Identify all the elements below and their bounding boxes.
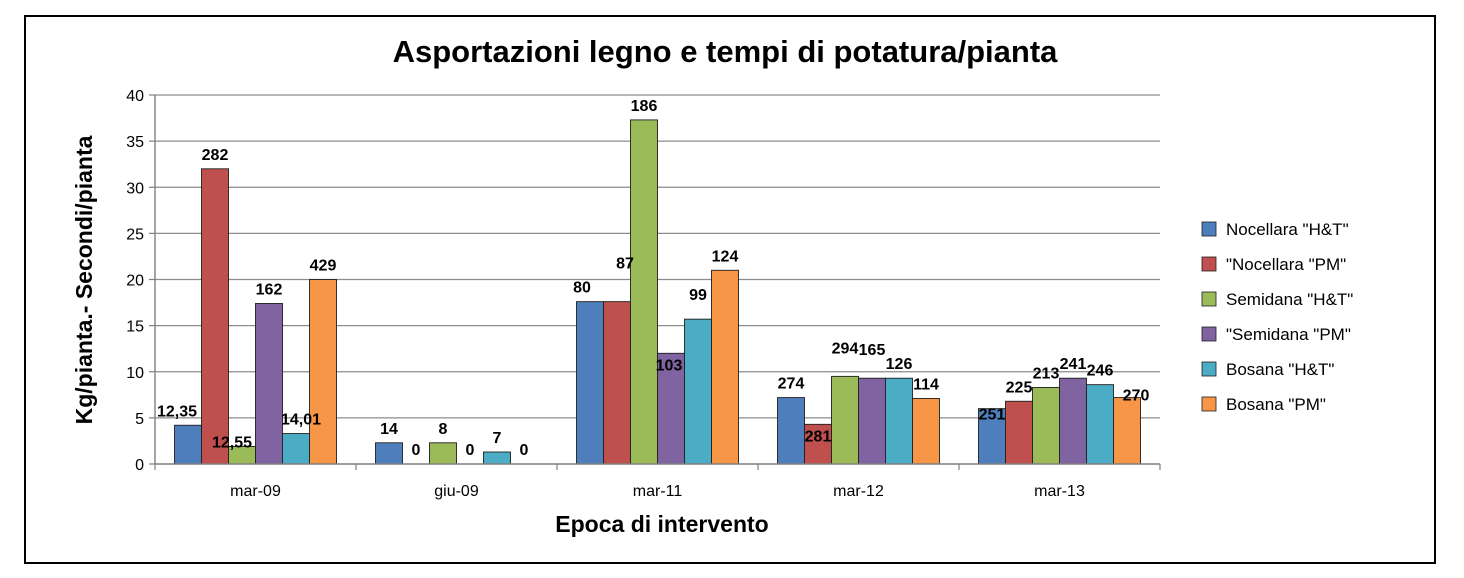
bar — [255, 303, 283, 465]
bar — [777, 397, 805, 465]
x-tick-label: mar-13 — [1034, 483, 1085, 500]
legend-swatch — [1201, 361, 1217, 377]
data-label: 12,35 — [157, 403, 197, 420]
bar — [630, 119, 658, 465]
bar — [1059, 377, 1087, 465]
legend-label: Bosana "PM" — [1226, 395, 1326, 414]
bar — [1113, 397, 1141, 465]
legend-label: Nocellara "H&T" — [1226, 220, 1349, 239]
legend-swatch — [1201, 326, 1217, 342]
data-label: 225 — [1006, 379, 1033, 396]
bar — [912, 398, 940, 465]
data-label: 12,55 — [212, 434, 252, 451]
legend-swatch — [1201, 256, 1217, 272]
bar — [576, 301, 604, 465]
data-label: 0 — [520, 442, 529, 459]
y-tick-label: 0 — [135, 457, 144, 474]
data-label: 241 — [1060, 356, 1087, 373]
data-label: 87 — [616, 256, 634, 273]
x-tick-label: mar-09 — [230, 483, 281, 500]
y-axis-title: Kg/pianta.- Secondi/pianta — [71, 135, 97, 424]
x-tick-label: mar-11 — [633, 483, 683, 500]
y-tick-label: 35 — [126, 134, 144, 151]
data-label: 0 — [412, 442, 421, 459]
y-tick-label: 25 — [126, 226, 144, 243]
data-label: 429 — [310, 258, 337, 275]
data-label: 186 — [631, 98, 658, 115]
data-label: 0 — [466, 442, 475, 459]
y-tick-label: 20 — [126, 273, 144, 290]
data-labels: 12,35 14 80 274 251 282 0 87 281 225 12,55 8 186 294 2… — [157, 98, 1149, 459]
bar — [978, 408, 1006, 465]
data-label: 80 — [573, 280, 591, 297]
legend-swatch — [1201, 396, 1217, 412]
legend: Nocellara "H&T" "Nocellara "PM" Semidana "… — [1201, 220, 1353, 414]
data-label: 270 — [1123, 388, 1150, 405]
data-label: 14,01 — [281, 412, 321, 429]
legend-label: "Nocellara "PM" — [1226, 255, 1346, 274]
bars — [174, 119, 1141, 465]
legend-label: Bosana "H&T" — [1226, 360, 1334, 379]
data-label: 165 — [859, 342, 886, 359]
legend-label: "Semidana "PM" — [1226, 325, 1351, 344]
bar — [1086, 384, 1114, 465]
legend-label: Semidana "H&T" — [1226, 290, 1353, 309]
chart-title: Asportazioni legno e tempi di potatura/p… — [393, 34, 1059, 69]
data-label: 294 — [832, 340, 859, 357]
data-label: 274 — [778, 376, 805, 393]
bar — [201, 168, 229, 465]
data-label: 8 — [439, 421, 448, 438]
data-label: 114 — [913, 377, 939, 394]
data-label: 14 — [380, 421, 398, 438]
data-label: 251 — [979, 407, 1006, 424]
data-label: 162 — [256, 281, 283, 298]
bar — [603, 301, 631, 465]
data-label: 124 — [712, 248, 739, 265]
bar — [711, 269, 739, 465]
bar — [885, 377, 913, 465]
y-tick-label: 30 — [126, 180, 144, 197]
data-label: 126 — [886, 356, 913, 373]
bar — [375, 442, 403, 465]
bar — [429, 442, 457, 465]
x-axis-title: Epoca di intervento — [555, 511, 768, 537]
data-label: 281 — [805, 428, 832, 445]
x-tick-label: giu-09 — [434, 483, 479, 500]
bar — [684, 318, 712, 465]
data-label: 103 — [656, 357, 683, 374]
bar — [309, 279, 337, 465]
bar — [858, 377, 886, 465]
axes: 0 5 10 15 20 25 30 35 40 mar-09 giu-09 mar-11 mar-12… — [126, 88, 1161, 500]
data-label: 99 — [689, 287, 707, 304]
x-tick-label: mar-12 — [833, 483, 884, 500]
y-tick-label: 15 — [126, 319, 144, 336]
legend-swatch — [1201, 221, 1217, 237]
bar — [483, 451, 511, 465]
bar — [1032, 386, 1060, 465]
data-label: 213 — [1033, 365, 1060, 382]
bar — [1005, 400, 1033, 465]
data-label: 282 — [202, 147, 229, 164]
y-tick-label: 40 — [126, 88, 144, 105]
bar — [174, 424, 202, 465]
y-tick-label: 5 — [135, 411, 144, 428]
legend-swatch — [1201, 291, 1217, 307]
data-label: 7 — [493, 430, 502, 447]
bar — [282, 433, 310, 465]
bar — [831, 375, 859, 465]
y-tick-label: 10 — [126, 365, 144, 382]
data-label: 246 — [1087, 363, 1114, 380]
